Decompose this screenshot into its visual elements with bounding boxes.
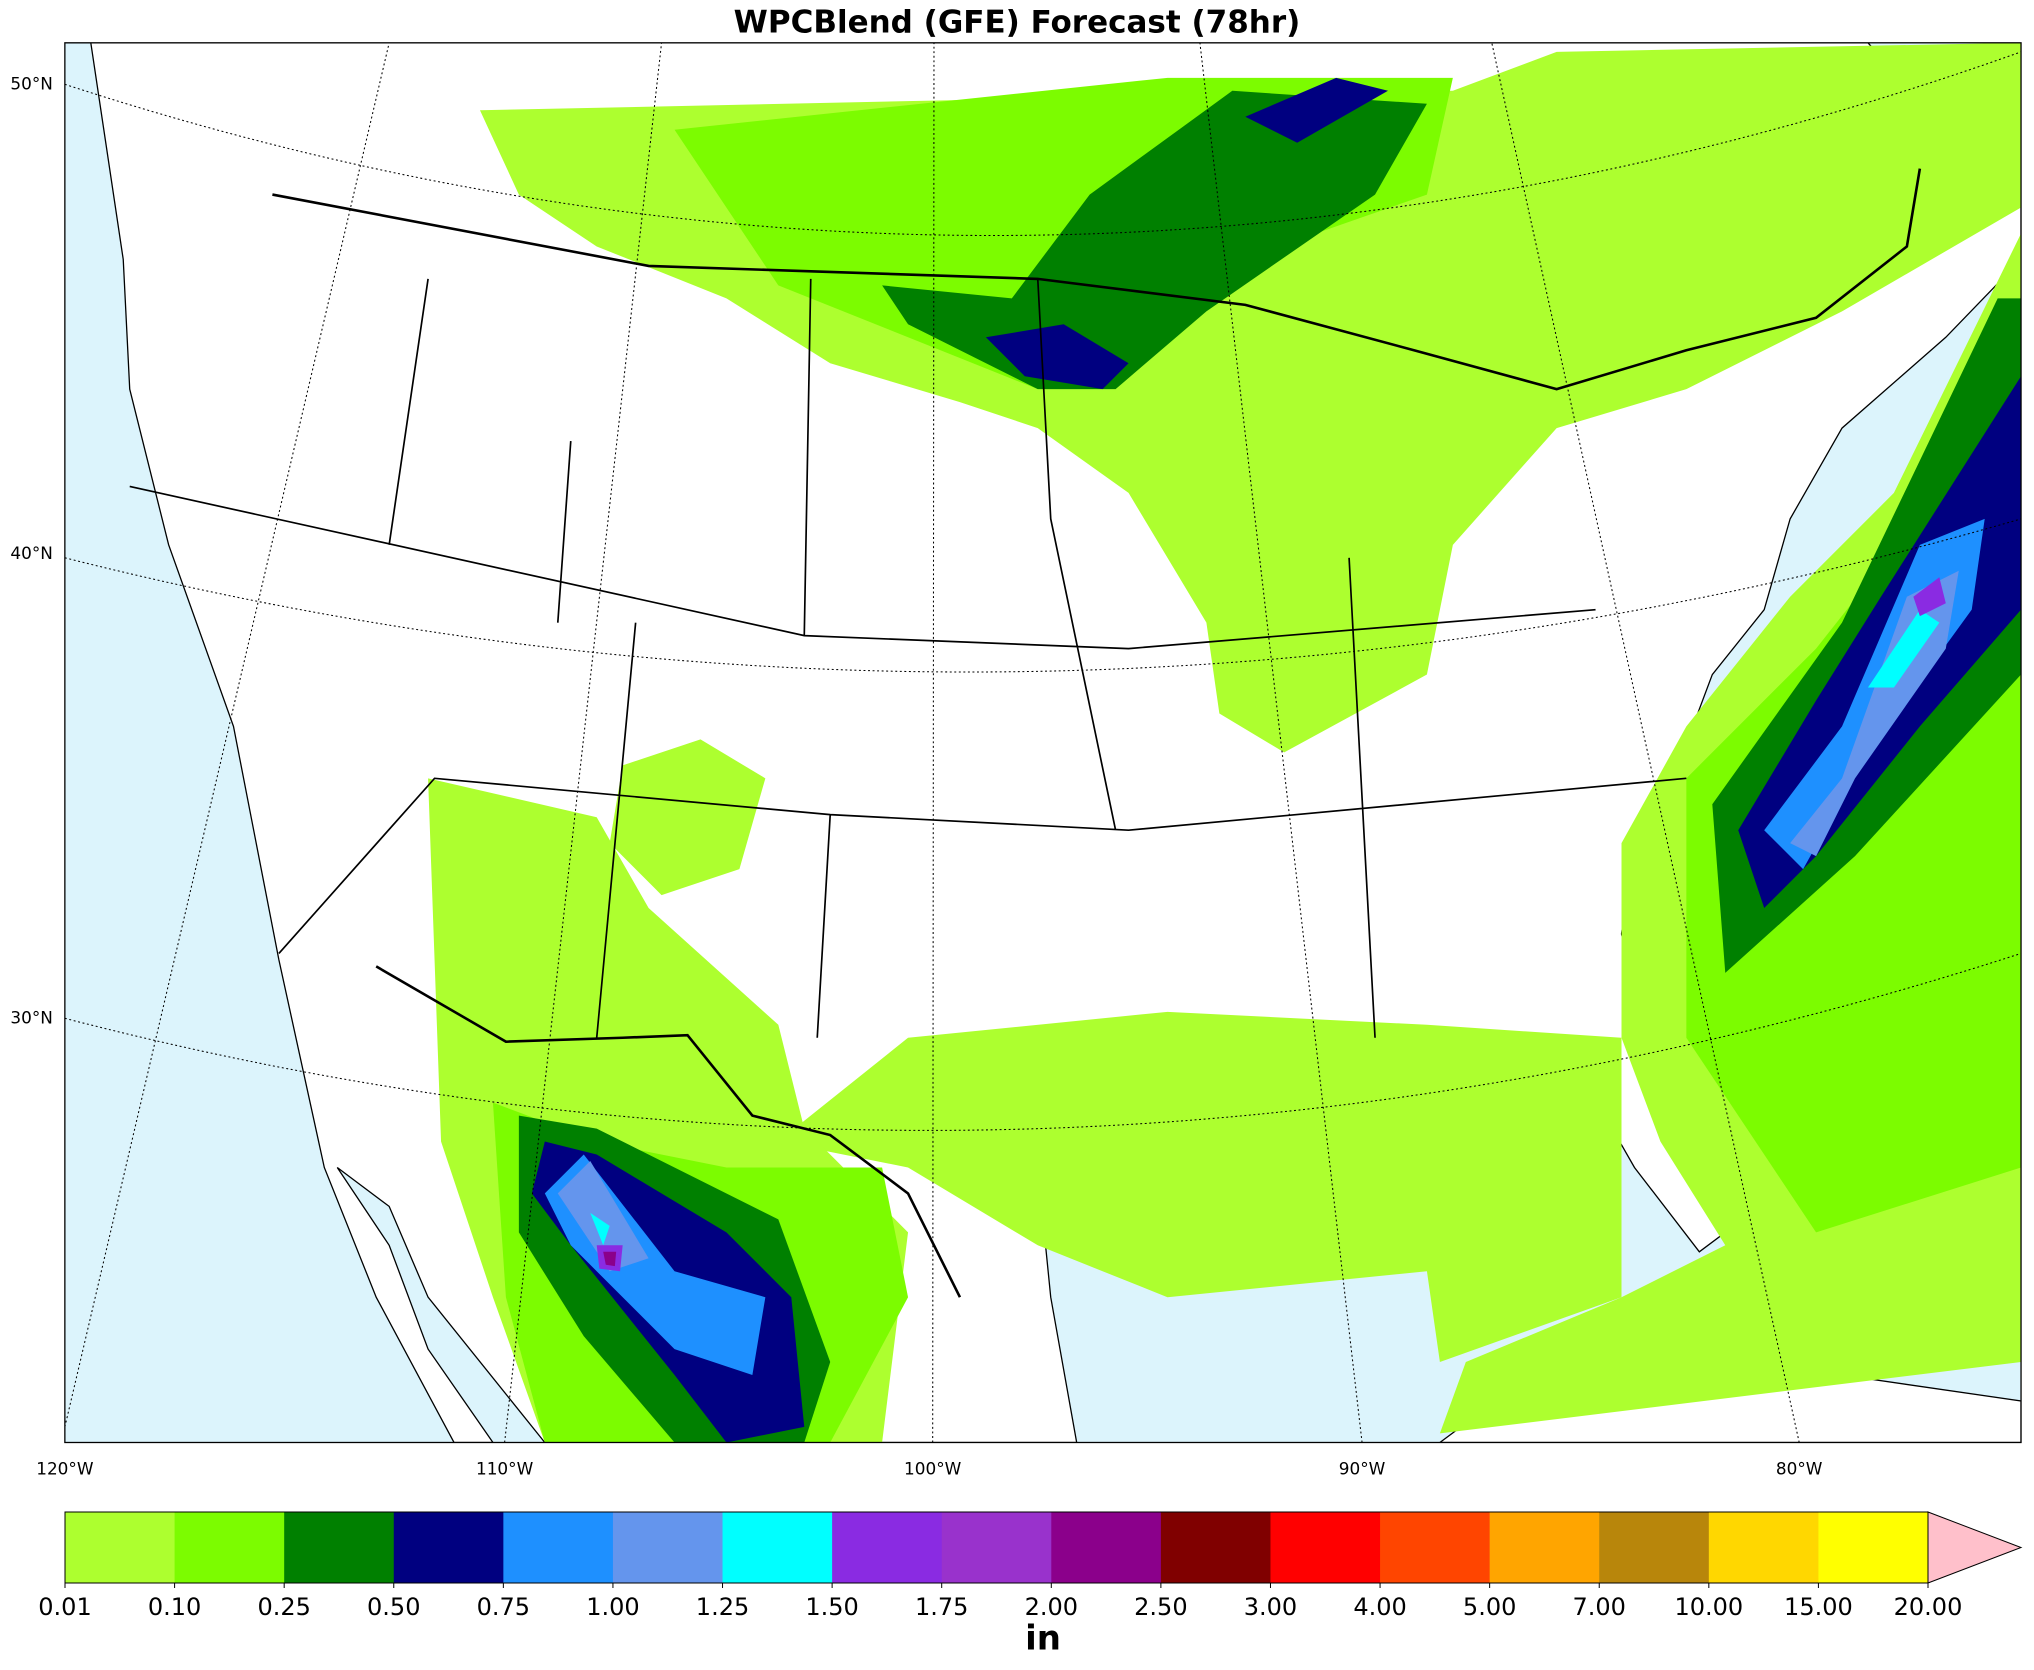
colorbar-tick-label: 1.75 <box>915 1593 968 1621</box>
colorbar-swatch <box>941 1512 1052 1583</box>
colorbar-tick-label: 0.01 <box>38 1593 91 1621</box>
colorbar-tick-label: 1.50 <box>805 1593 858 1621</box>
colorbar-frame <box>64 1511 1929 1584</box>
precip-area <box>1245 77 1389 143</box>
lon-label: 80°W <box>1776 1459 1823 1479</box>
colorbar-unit: in <box>1025 1619 1061 1659</box>
state-border <box>129 278 1687 1038</box>
colorbar-swatch <box>1489 1512 1600 1583</box>
precipitation <box>428 42 2022 1443</box>
colorbar-tick-label: 15.00 <box>1784 1593 1853 1621</box>
colorbar-swatch <box>1708 1512 1819 1583</box>
precip-area <box>778 1011 1622 1363</box>
colorbar-swatch <box>722 1512 833 1583</box>
colorbar-tick-label: 10.00 <box>1674 1593 1743 1621</box>
colorbar-swatch <box>393 1512 504 1583</box>
colorbar-swatch <box>284 1512 395 1583</box>
map-frame <box>64 42 2022 1444</box>
lon-label: 100°W <box>904 1459 962 1479</box>
colorbar-swatch <box>174 1512 285 1583</box>
lon-label: 120°W <box>36 1459 94 1479</box>
colorbar-tick-label: 2.50 <box>1134 1593 1187 1621</box>
colorbar-swatch <box>1160 1512 1271 1583</box>
colorbar-tick-label: 5.00 <box>1463 1593 1516 1621</box>
colorbar-swatch <box>1818 1512 1929 1583</box>
precip-area <box>1867 609 1940 688</box>
colorbar-tick-label: 0.50 <box>367 1593 420 1621</box>
colorbar-tick-label: 3.00 <box>1244 1593 1297 1621</box>
colorbar-tick-label: 1.25 <box>696 1593 749 1621</box>
colorbar-tick-label: 0.25 <box>257 1593 310 1621</box>
lat-label: 30°N <box>10 1007 53 1027</box>
precip-area <box>603 1251 617 1267</box>
colorbar-tick-label: 0.75 <box>477 1593 530 1621</box>
lon-label: 90°W <box>1339 1459 1386 1479</box>
precip-area <box>609 739 766 896</box>
colorbar-tick-label: 2.00 <box>1025 1593 1078 1621</box>
colorbar-swatch <box>1599 1512 1710 1583</box>
colorbar-extension <box>1927 1511 2023 1584</box>
colorbar-swatch <box>65 1512 176 1583</box>
lat-label: 50°N <box>10 73 53 93</box>
colorbar-swatch <box>1270 1512 1381 1583</box>
precip-area <box>557 1160 649 1272</box>
colorbar-tick-label: 1.00 <box>586 1593 639 1621</box>
country-border <box>272 168 1922 391</box>
precip-area <box>882 90 1427 390</box>
precip-area <box>590 1212 610 1246</box>
graticule <box>64 42 2022 1443</box>
colorbar-swatch <box>503 1512 614 1583</box>
borders <box>129 168 1922 1298</box>
colorbar-tick-label: 7.00 <box>1573 1593 1626 1621</box>
map: 50°N 40°N 30°N 120°W 110°W 100°W 90°W 80… <box>10 42 2022 1479</box>
lon-label: 110°W <box>476 1459 534 1479</box>
colorbar-tick-label: 20.00 <box>1894 1593 1963 1621</box>
precip-area <box>1913 577 1946 617</box>
colorbar-tick-label: 4.00 <box>1353 1593 1406 1621</box>
colorbar: 0.01 0.10 0.25 0.50 0.75 1.00 1.25 1.50 1.75 2.00… <box>38 1511 2023 1621</box>
country-border <box>375 965 962 1298</box>
colorbar-swatch <box>832 1512 943 1583</box>
colorbar-swatch <box>612 1512 724 1583</box>
colorbar-swatch <box>1051 1512 1162 1583</box>
colorbar-swatch <box>1380 1512 1491 1583</box>
colorbar-tick-label: 0.10 <box>148 1593 201 1621</box>
map-title: WPCBlend (GFE) Forecast (78hr) <box>734 5 1301 41</box>
lat-label: 40°N <box>10 543 53 563</box>
